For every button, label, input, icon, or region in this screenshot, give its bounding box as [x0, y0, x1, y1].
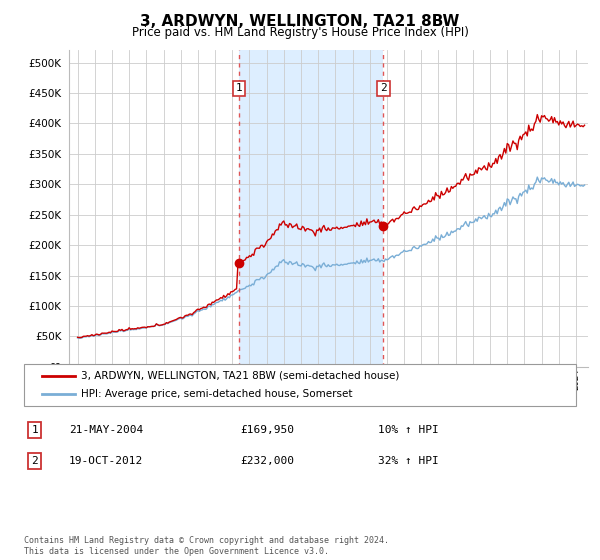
Bar	[239, 50, 383, 367]
Text: HPI: Average price, semi-detached house, Somerset: HPI: Average price, semi-detached house,…	[81, 389, 353, 399]
Text: 3, ARDWYN, WELLINGTON, TA21 8BW (semi-detached house): 3, ARDWYN, WELLINGTON, TA21 8BW (semi-de…	[81, 371, 400, 381]
Text: 3, ARDWYN, WELLINGTON, TA21 8BW: 3, ARDWYN, WELLINGTON, TA21 8BW	[140, 14, 460, 29]
Text: 19-OCT-2012: 19-OCT-2012	[69, 456, 143, 466]
Text: 2: 2	[380, 83, 387, 94]
Text: £232,000: £232,000	[240, 456, 294, 466]
Text: 10% ↑ HPI: 10% ↑ HPI	[378, 425, 439, 435]
Text: 1: 1	[31, 425, 38, 435]
Text: Contains HM Land Registry data © Crown copyright and database right 2024.
This d: Contains HM Land Registry data © Crown c…	[24, 536, 389, 556]
Text: 1: 1	[235, 83, 242, 94]
Text: Price paid vs. HM Land Registry's House Price Index (HPI): Price paid vs. HM Land Registry's House …	[131, 26, 469, 39]
Text: £169,950: £169,950	[240, 425, 294, 435]
Text: 21-MAY-2004: 21-MAY-2004	[69, 425, 143, 435]
Text: 32% ↑ HPI: 32% ↑ HPI	[378, 456, 439, 466]
Text: 2: 2	[31, 456, 38, 466]
